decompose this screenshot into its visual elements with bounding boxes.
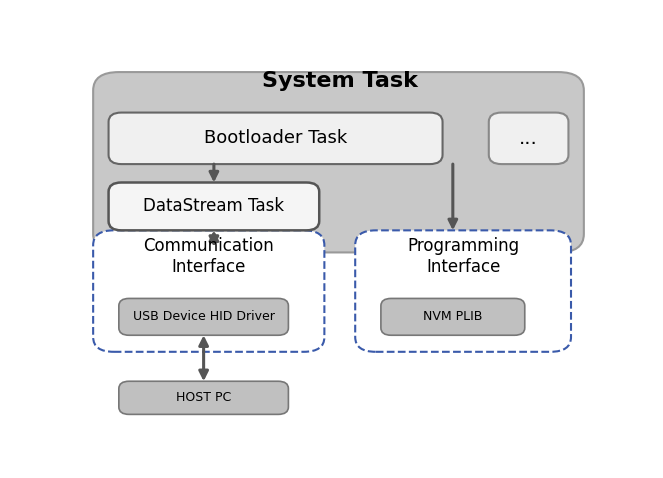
FancyBboxPatch shape bbox=[109, 183, 320, 230]
Text: DataStream Task: DataStream Task bbox=[143, 197, 284, 216]
FancyBboxPatch shape bbox=[355, 230, 571, 352]
FancyBboxPatch shape bbox=[93, 230, 324, 352]
Text: Communication
Interface: Communication Interface bbox=[143, 237, 274, 275]
Text: Bootloader Task: Bootloader Task bbox=[204, 130, 347, 147]
FancyBboxPatch shape bbox=[93, 72, 584, 252]
Text: ...: ... bbox=[519, 129, 538, 148]
Text: System Task: System Task bbox=[262, 71, 418, 91]
Text: HOST PC: HOST PC bbox=[176, 391, 231, 404]
FancyBboxPatch shape bbox=[381, 298, 525, 335]
Text: Programming
Interface: Programming Interface bbox=[407, 237, 519, 275]
Text: USB Device HID Driver: USB Device HID Driver bbox=[133, 310, 274, 323]
Text: NVM PLIB: NVM PLIB bbox=[423, 310, 483, 323]
FancyBboxPatch shape bbox=[119, 298, 288, 335]
FancyBboxPatch shape bbox=[489, 113, 568, 164]
FancyBboxPatch shape bbox=[109, 113, 443, 164]
FancyBboxPatch shape bbox=[119, 381, 288, 414]
